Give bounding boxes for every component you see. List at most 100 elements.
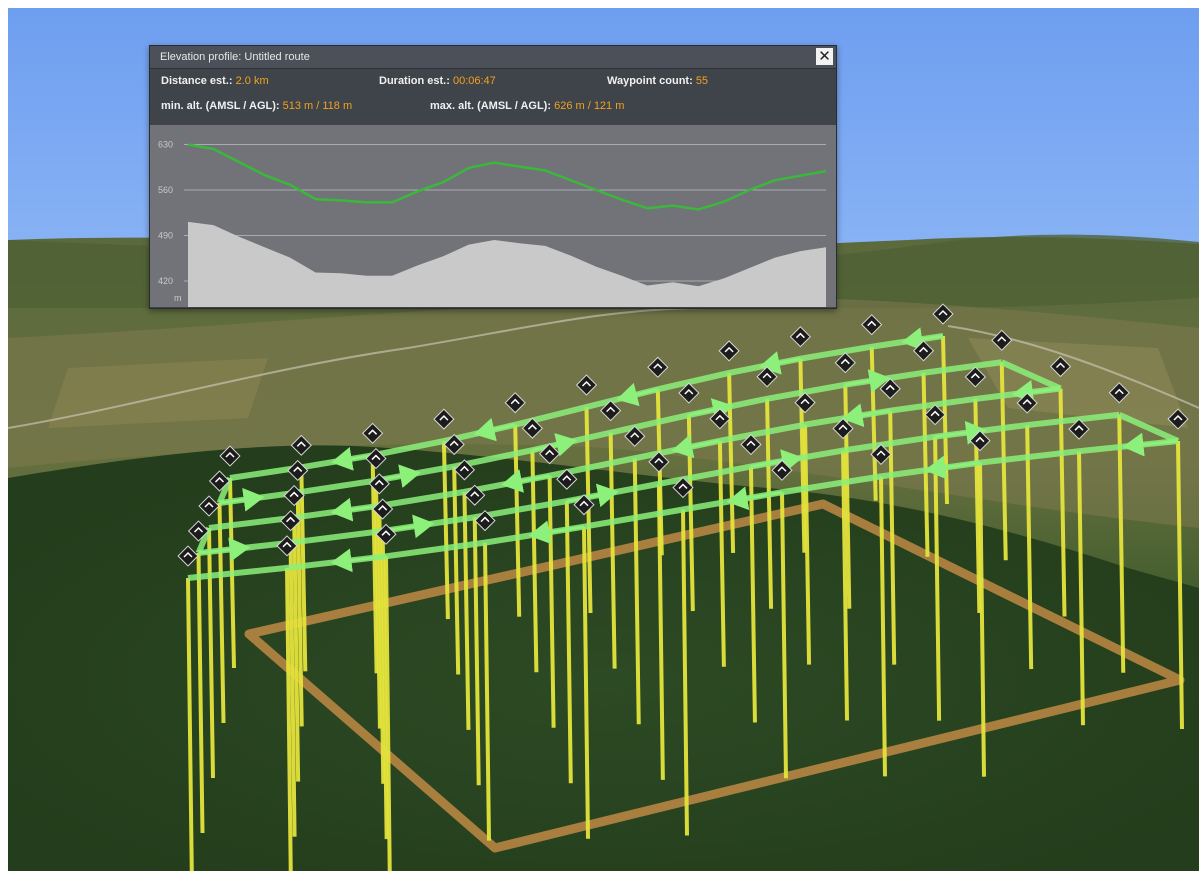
waypoint-pole <box>803 424 812 665</box>
waypoint-camera-icon[interactable] <box>771 459 793 481</box>
waypoint-camera-icon[interactable] <box>924 404 946 426</box>
waypoint-pole <box>472 517 481 786</box>
waypoint-camera-icon[interactable] <box>361 422 384 444</box>
waypoint-camera-icon[interactable] <box>433 408 455 430</box>
waypoint-pole <box>373 480 382 729</box>
waypoint-camera-icon[interactable] <box>1108 382 1130 404</box>
direction-arrow <box>330 548 387 573</box>
waypoint-camera-icon[interactable] <box>372 498 394 520</box>
close-icon[interactable]: ✕ <box>816 48 833 65</box>
waypoint-camera-icon[interactable] <box>1068 418 1090 440</box>
waypoint-camera-icon[interactable] <box>879 378 901 400</box>
waypoint-camera-icon[interactable] <box>648 451 670 473</box>
waypoint-camera-icon[interactable] <box>1049 355 1072 378</box>
max-alt-stat: max. alt. (AMSL / AGL): 626 m / 121 m <box>430 100 624 112</box>
direction-arrow <box>528 520 585 545</box>
waypoint-pole <box>841 450 850 721</box>
waypoint-pole <box>879 476 887 777</box>
waypoint-pole <box>288 542 297 837</box>
waypoint-camera-icon[interactable] <box>912 340 935 362</box>
waypoint-camera-icon[interactable] <box>740 433 762 456</box>
waypoint-camera-icon[interactable] <box>538 443 561 465</box>
waypoint-pole <box>292 517 301 782</box>
waypoint-camera-icon[interactable] <box>279 510 302 532</box>
waypoint-camera-icon[interactable] <box>1016 392 1038 414</box>
waypoint-camera-icon[interactable] <box>276 535 298 557</box>
y-tick-label: 560 <box>158 185 173 195</box>
waypoint-pole <box>207 527 215 779</box>
waypoint-camera-icon[interactable] <box>474 509 496 532</box>
waypoint-camera-icon[interactable] <box>198 495 220 517</box>
waypoint-pole <box>1077 451 1085 726</box>
waypoint-camera-icon[interactable] <box>504 392 526 414</box>
waypoint-camera-icon[interactable] <box>556 468 578 490</box>
waypoint-pole <box>217 502 226 724</box>
waypoint-pole <box>656 483 665 780</box>
stats-row-1: Distance est.: 2.0 km Duration est.: 00:… <box>150 75 836 95</box>
waypoint-camera-icon[interactable] <box>453 459 476 481</box>
waypoint-camera-icon[interactable] <box>991 329 1013 351</box>
direction-arrow <box>750 449 803 473</box>
waypoint-camera-icon[interactable] <box>600 400 622 422</box>
waypoint-camera-icon[interactable] <box>969 430 991 452</box>
y-unit-label: m <box>174 293 182 303</box>
terrain-3d-view[interactable] <box>8 8 1199 871</box>
waypoint-pole <box>582 526 590 839</box>
waypoint-camera-icon[interactable] <box>932 303 954 325</box>
direction-arrow <box>671 434 721 459</box>
waypoint-camera-icon[interactable] <box>283 484 305 507</box>
direction-arrow <box>845 369 891 393</box>
y-tick-label: 630 <box>158 140 173 150</box>
direction-arrow <box>758 351 801 375</box>
waypoint-camera-icon[interactable] <box>177 545 199 567</box>
direction-arrow <box>901 327 944 351</box>
waypoint-camera-icon[interactable] <box>208 470 231 492</box>
waypoint-camera-icon[interactable] <box>368 473 390 495</box>
waypoint-camera-icon[interactable] <box>624 425 646 447</box>
waypoint-camera-icon[interactable] <box>1167 408 1189 430</box>
min-alt-stat: min. alt. (AMSL / AGL): 513 m / 118 m <box>161 100 352 112</box>
waypoint-pole <box>462 491 471 730</box>
panel-titlebar[interactable]: Elevation profile: Untitled route ✕ <box>150 46 836 69</box>
waypoint-camera-icon[interactable] <box>794 392 816 414</box>
waypoint-pole <box>196 552 205 834</box>
waypoint-camera-icon[interactable] <box>219 445 241 467</box>
duration-stat: Duration est.: 00:06:47 <box>379 75 496 87</box>
min-alt-label: min. alt. (AMSL / AGL): <box>161 100 280 112</box>
waypoint-camera-icon[interactable] <box>375 523 397 545</box>
waypoint-pole <box>632 458 641 725</box>
waypoint-camera-icon[interactable] <box>709 408 731 430</box>
waypoint-pole <box>370 455 379 674</box>
waypoint-camera-icon[interactable] <box>443 433 465 456</box>
waypoint-camera-icon[interactable] <box>573 494 595 516</box>
distance-value: 2.0 km <box>235 75 269 87</box>
direction-arrow <box>688 398 734 422</box>
waypoint-camera-icon[interactable] <box>647 356 669 378</box>
map-viewport[interactable]: Elevation profile: Untitled route ✕ Dist… <box>8 8 1199 871</box>
waypoint-camera-icon[interactable] <box>870 443 892 466</box>
waypoint-camera-icon[interactable] <box>832 417 854 440</box>
waypoint-camera-icon[interactable] <box>718 340 740 362</box>
waypoint-pole <box>547 475 556 728</box>
waypoint-camera-icon[interactable] <box>834 352 856 374</box>
y-tick-label: 420 <box>158 276 173 286</box>
waypoint-camera-icon[interactable] <box>678 382 700 404</box>
waypoint-camera-icon[interactable] <box>756 366 778 388</box>
waypoint-camera-icon[interactable] <box>290 434 312 456</box>
waypoint-camera-icon[interactable] <box>464 484 486 506</box>
direction-arrow <box>566 483 619 508</box>
waypoint-pole <box>888 410 897 665</box>
waypoint-camera-icon[interactable] <box>365 447 387 470</box>
elevation-profile-panel: Elevation profile: Untitled route ✕ Dist… <box>149 45 837 309</box>
waypoint-pole <box>186 577 194 871</box>
waypoint-camera-icon[interactable] <box>575 374 598 396</box>
waypoint-count-stat: Waypoint count: 55 <box>607 75 708 87</box>
waypoint-camera-icon[interactable] <box>672 476 694 499</box>
waypoint-camera-icon[interactable] <box>789 326 812 348</box>
waypoint-camera-icon[interactable] <box>964 366 986 388</box>
waypoint-pole <box>377 505 386 784</box>
waypoint-camera-icon[interactable] <box>861 314 883 336</box>
waypoint-camera-icon[interactable] <box>521 417 544 439</box>
waypoint-camera-icon[interactable] <box>187 520 210 542</box>
waypoint-camera-icon[interactable] <box>287 459 309 482</box>
